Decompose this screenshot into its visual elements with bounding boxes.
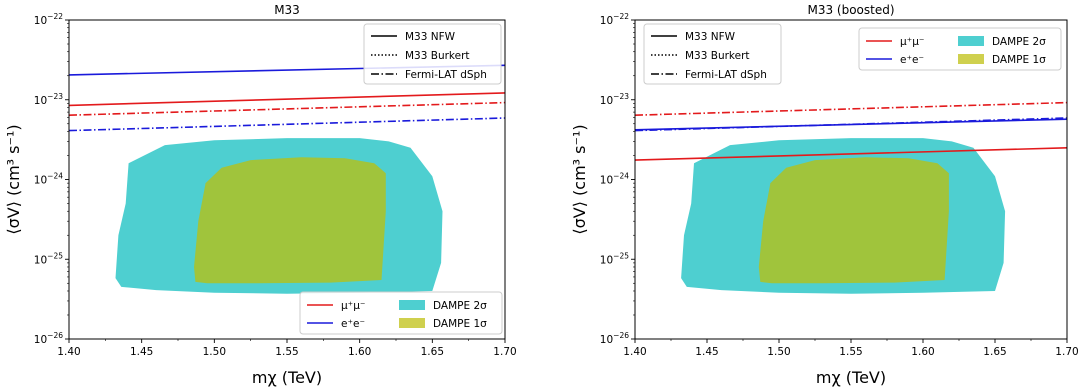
y-tick-base: 10 [600,95,613,107]
species-legend: μ⁺μ⁻ e⁺e⁻ DAMPE 2σ DAMPE 1σ [858,27,1062,71]
y-tick-exponent: −25 [613,251,629,260]
x-tick-label: 1.50 [203,346,226,358]
ee-nfw-line [635,118,1067,131]
legend-dampe2-label: DAMPE 2σ [433,300,487,312]
y-tick-label: 10−25 [34,251,63,266]
legend-ee-label: e⁺e⁻ [900,54,924,66]
x-tick-label: 1.65 [983,346,1006,358]
y-tick-label: 10−26 [34,331,63,346]
x-tick-label: 1.50 [767,346,790,358]
mumu-nfw-line [635,147,1067,161]
y-axis-label: ⟨σV⟩ (cm³ s⁻¹) [570,124,589,234]
profile-legend-box [643,23,782,85]
mumu-fermi-line [635,101,1067,116]
legend-dampe2-swatch [958,36,984,46]
species-legend-box [858,27,1062,71]
y-tick-base: 10 [34,95,47,107]
dampe-1sigma-region [758,157,949,284]
legend-fermi-label: Fermi-LAT dSph [405,69,487,81]
legend-burkert-label: M33 Burkert [685,50,750,62]
plot-area [69,64,505,294]
legend-dampe1-swatch [399,318,425,328]
x-axis-label: mχ (TeV) [252,368,322,387]
x-tick-label: 1.70 [493,346,516,358]
ee-fermi-line [69,117,505,132]
y-axis-label: ⟨σV⟩ (cm³ s⁻¹) [4,124,23,234]
legend-mumu-label: μ⁺μ⁻ [341,300,365,312]
legend-dampe1-label: DAMPE 1σ [433,318,487,330]
y-tick-base: 10 [34,254,47,266]
profile-legend: M33 NFW M33 Burkert Fermi-LAT dSph [643,23,782,85]
x-tick-label: 1.55 [839,346,862,358]
y-tick-label: 10−23 [34,92,63,107]
chart-title: M33 (boosted) [807,3,894,17]
y-tick-exponent: −24 [47,172,63,181]
x-tick-label: 1.45 [695,346,718,358]
y-tick-base: 10 [600,175,613,187]
y-tick-exponent: −22 [613,12,629,21]
mumu-fermi-line [69,101,505,116]
x-tick-label: 1.40 [57,346,80,358]
y-tick-label: 10−22 [34,12,63,27]
y-tick-base: 10 [600,15,613,27]
legend-dampe1-swatch [958,54,984,64]
legend-fermi-label: Fermi-LAT dSph [685,69,767,81]
y-tick-label: 10−24 [600,172,629,187]
y-tick-base: 10 [34,175,47,187]
legend-ee-label: e⁺e⁻ [341,318,365,330]
y-tick-base: 10 [600,254,613,266]
x-tick-label: 1.60 [911,346,934,358]
x-axis-label: mχ (TeV) [816,368,886,387]
legend-dampe2-label: DAMPE 2σ [992,36,1046,48]
y-tick-exponent: −25 [47,251,63,260]
y-tick-label: 10−23 [600,92,629,107]
y-tick-exponent: −24 [613,172,629,181]
y-tick-exponent: −26 [47,331,63,340]
chart-title: M33 [274,3,300,17]
y-tick-exponent: −22 [47,12,63,21]
chart-panel-2: 1.40 1.45 1.50 1.55 1.60 1.65 1.7010−2610−2510… [570,3,1079,387]
legend-nfw-label: M33 NFW [405,31,456,43]
chart-panel-1: 1.40 1.45 1.50 1.55 1.60 1.65 1.7010−2610−2510… [4,3,517,387]
y-tick-label: 10−24 [34,172,63,187]
y-tick-base: 10 [600,334,613,346]
legend-dampe1-label: DAMPE 1σ [992,54,1046,66]
profile-legend: M33 NFW M33 Burkert Fermi-LAT dSph [363,23,502,85]
x-tick-label: 1.45 [130,346,153,358]
species-legend-box [299,291,503,335]
plot-area [635,101,1067,294]
legend-burkert-label: M33 Burkert [405,50,470,62]
legend-dampe2-swatch [399,300,425,310]
y-tick-base: 10 [34,334,47,346]
x-tick-label: 1.70 [1055,346,1078,358]
legend-nfw-label: M33 NFW [685,31,736,43]
y-tick-label: 10−26 [600,331,629,346]
y-tick-label: 10−25 [600,251,629,266]
species-legend: μ⁺μ⁻ e⁺e⁻ DAMPE 2σ DAMPE 1σ [299,291,503,335]
x-tick-label: 1.40 [623,346,646,358]
x-tick-label: 1.60 [348,346,371,358]
y-tick-exponent: −26 [613,331,629,340]
mumu-nfw-line [69,92,505,107]
y-tick-label: 10−22 [600,12,629,27]
x-tick-label: 1.65 [421,346,444,358]
y-tick-exponent: −23 [47,92,63,101]
y-tick-base: 10 [34,15,47,27]
x-tick-label: 1.55 [275,346,298,358]
legend-mumu-label: μ⁺μ⁻ [900,36,924,48]
dampe-1sigma-region [194,157,386,284]
profile-legend-box [363,23,502,85]
y-tick-exponent: −23 [613,92,629,101]
